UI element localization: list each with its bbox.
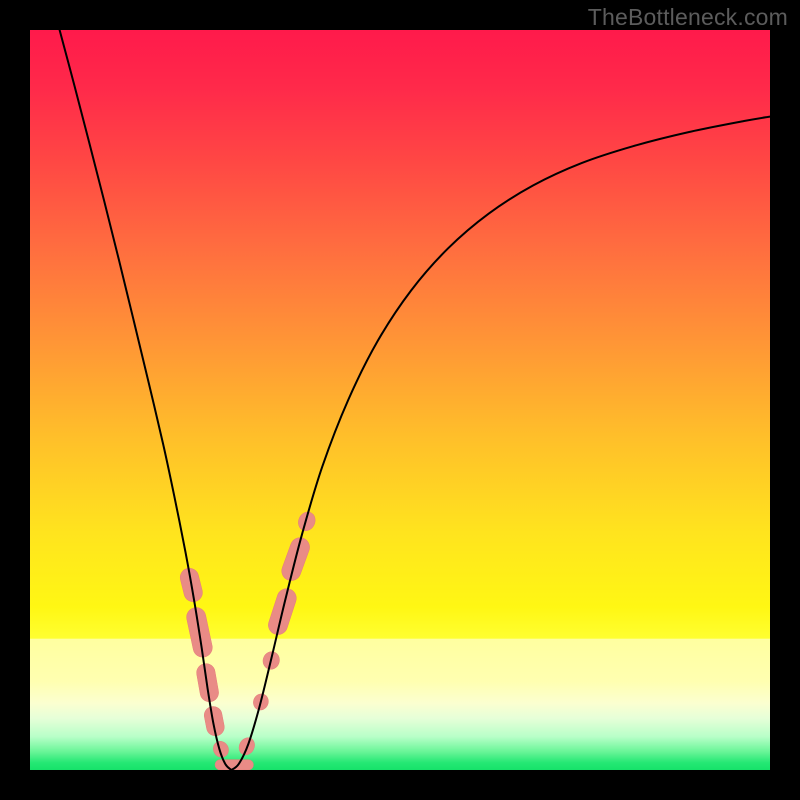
watermark-text: TheBottleneck.com <box>588 4 788 31</box>
plot-area <box>30 30 770 770</box>
chart-stage: TheBottleneck.com <box>0 0 800 800</box>
curves-overlay <box>30 30 770 770</box>
